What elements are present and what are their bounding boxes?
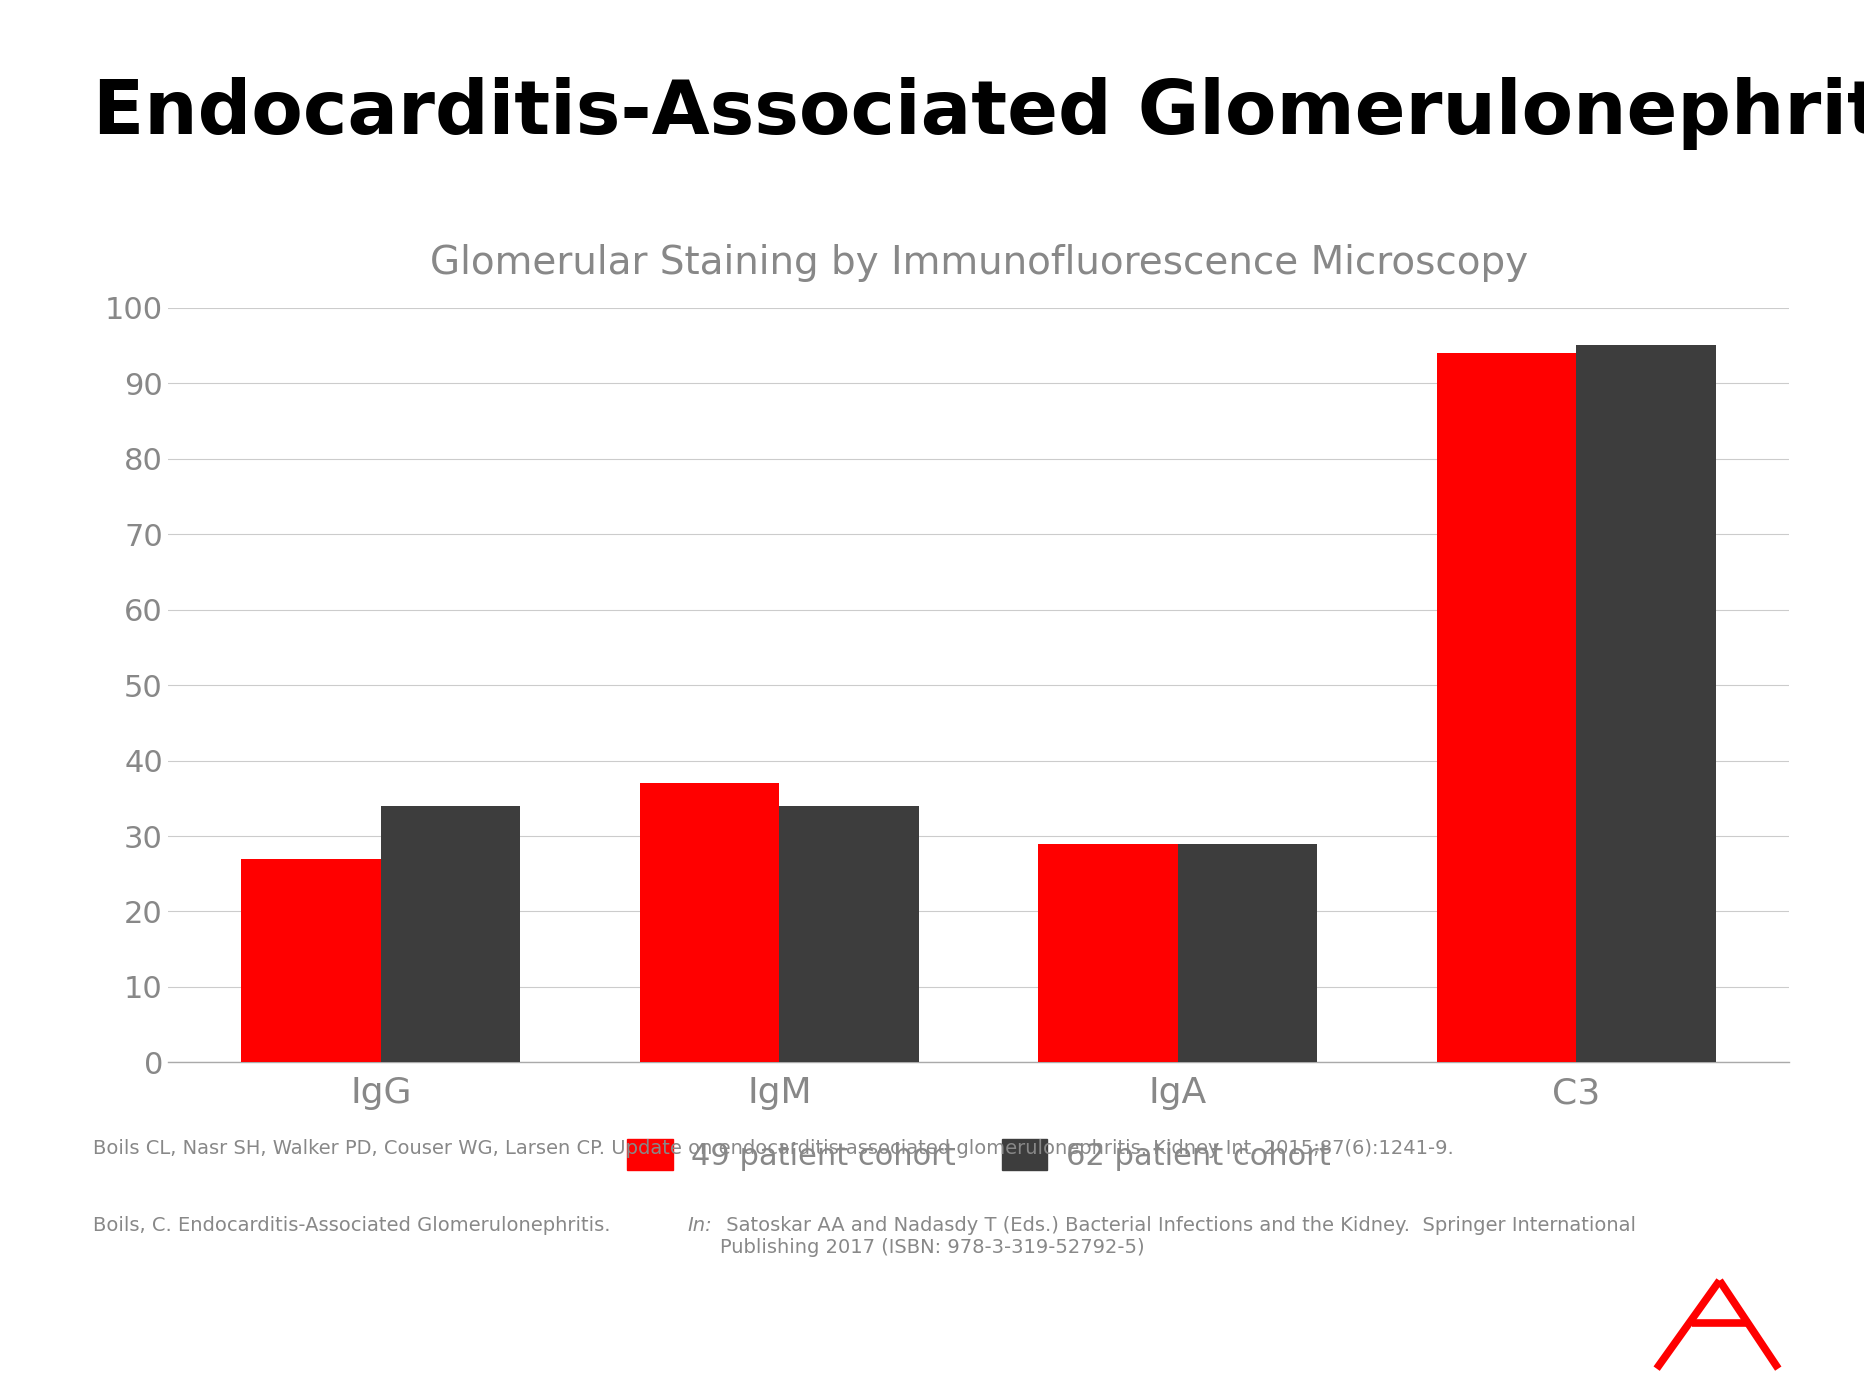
Text: In:: In:	[688, 1216, 712, 1236]
Legend: 49 patient cohort, 62 patient cohort: 49 patient cohort, 62 patient cohort	[615, 1127, 1342, 1183]
Bar	[1178, 843, 1318, 1062]
Bar	[380, 805, 520, 1062]
Bar	[1437, 352, 1577, 1062]
Text: Boils CL, Nasr SH, Walker PD, Couser WG, Larsen CP. Update on endocarditis-assoc: Boils CL, Nasr SH, Walker PD, Couser WG,…	[93, 1139, 1454, 1159]
Bar	[1038, 843, 1178, 1062]
Text: Endocarditis-Associated Glomerulonephritis: Endocarditis-Associated Glomerulonephrit…	[93, 77, 1864, 150]
Text: Satoskar AA and Nadasdy T (Eds.) Bacterial Infections and the Kidney.  Springer : Satoskar AA and Nadasdy T (Eds.) Bacteri…	[720, 1216, 1637, 1257]
Title: Glomerular Staining by Immunofluorescence Microscopy: Glomerular Staining by Immunofluorescenc…	[429, 245, 1528, 282]
Bar	[779, 805, 919, 1062]
Bar	[639, 783, 779, 1062]
Bar	[1577, 345, 1715, 1062]
Bar	[242, 858, 380, 1062]
Text: Boils, C. Endocarditis-Associated Glomerulonephritis.: Boils, C. Endocarditis-Associated Glomer…	[93, 1216, 617, 1236]
